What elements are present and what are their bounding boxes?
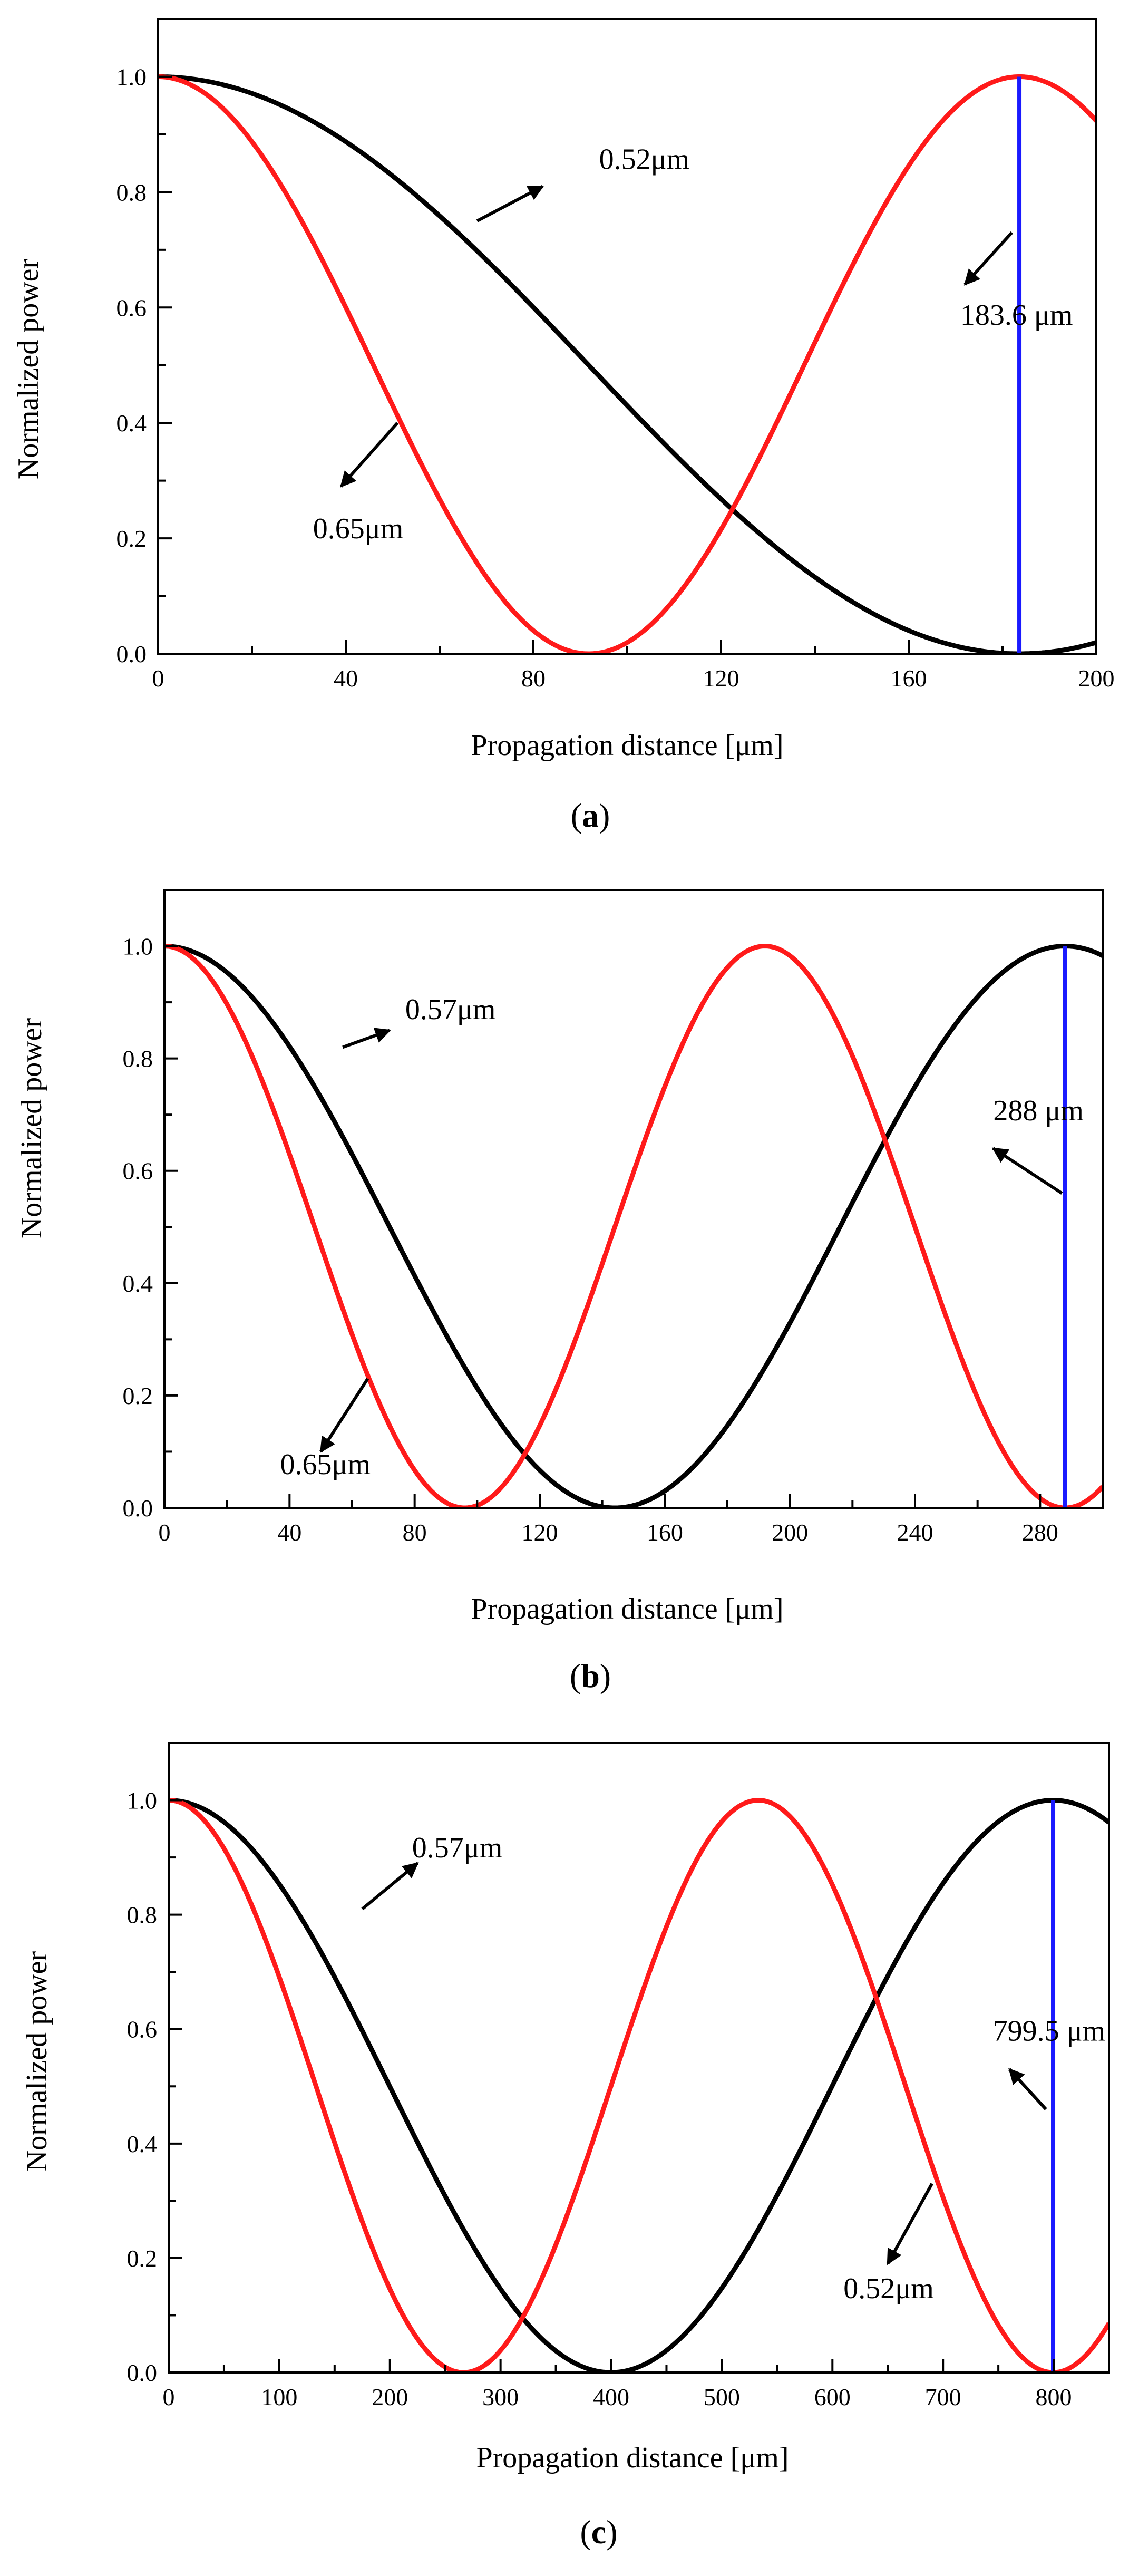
y-tick-label-c: 0.4	[127, 2130, 158, 2157]
series-line-b-1	[164, 944, 1103, 1508]
y-tick-label-b: 0.2	[123, 1382, 153, 1409]
series-line-c-1	[169, 1798, 1109, 2372]
chart-svg-b: 0 40 80 120 160 200 240 280 0.0 0.2 0.4 0.6 0.8 1.0 0.…	[15, 889, 1104, 1694]
annotation-label-c-2: 0.52μm	[843, 2272, 934, 2305]
annotation-arrow-a-2	[339, 422, 399, 488]
annotation-label-a-3: 183.6 μm	[960, 299, 1073, 332]
annotation-label-a-1: 0.52μm	[599, 143, 690, 176]
chart-svg-a: 0 40 80 120 160 200 0.0 0.2 0.4 0.6 0.8 1.0 0.52μm 0.…	[12, 18, 1115, 834]
y-tick-label-b: 0.8	[123, 1045, 153, 1072]
x-tick-label-a: 120	[703, 665, 739, 692]
annotation-arrow-b-3	[991, 1147, 1063, 1195]
y-tick-label-c: 0.8	[127, 1902, 158, 1929]
annotation-arrow-c-3	[1008, 2068, 1047, 2110]
annotation-arrow-c-2	[886, 2183, 933, 2265]
x-tick-label-c: 400	[593, 2384, 629, 2410]
y-tick-label-a: 1.0	[116, 63, 147, 90]
y-tick-label-b: 1.0	[123, 933, 153, 960]
x-tick-label-b: 120	[522, 1519, 558, 1546]
caption-letter-a: a	[582, 797, 599, 834]
series-line-b-2	[164, 944, 1103, 1508]
y-tick-label-c: 0.2	[127, 2245, 158, 2272]
annotation-arrow-b-2	[319, 1378, 369, 1453]
x-tick-label-b: 200	[772, 1519, 808, 1546]
series-line-a-1	[158, 74, 1096, 654]
annotation-arrow-c-1	[361, 1862, 419, 1911]
x-tick-label-c: 800	[1036, 2384, 1072, 2410]
caption-letter-b: b	[581, 1657, 600, 1694]
y-tick-label-c: 1.0	[127, 1787, 158, 1814]
x-tick-label-c: 0	[163, 2384, 175, 2410]
figure-caption-c: (c)	[580, 2513, 617, 2551]
x-tick-label-a: 40	[334, 665, 358, 692]
series-line-c-2	[169, 1798, 1109, 2372]
annotation-arrow-b-1	[342, 1028, 392, 1049]
y-tick-label-a: 0.6	[116, 294, 147, 321]
series-line-a-2	[158, 74, 1096, 654]
annotation-label-b-3: 288 μm	[993, 1095, 1084, 1127]
x-axis-title-a: Propagation distance [μm]	[471, 729, 784, 762]
y-axis-title-c: Normalized power	[21, 1951, 53, 2172]
y-tick-label-a: 0.0	[116, 641, 147, 667]
x-tick-label-b: 0	[159, 1519, 171, 1546]
plot-frame-c	[168, 1742, 1110, 2374]
x-tick-label-b: 280	[1022, 1519, 1058, 1546]
chart-svg-c: 0 100 200 300 400 500 600 700 800 0.0 0.2 0.4 0.6 0.8…	[21, 1742, 1110, 2551]
plot-area-c: 0 100 200 300 400 500 600 700 800 0.0 0.2 0.4 0.6 0.8…	[127, 1742, 1110, 2410]
x-tick-label-c: 600	[814, 2384, 851, 2410]
chart-panel-a: 0 40 80 120 160 200 0.0 0.2 0.4 0.6 0.8 1.0 0.52μm 0.…	[0, 0, 1129, 854]
caption-letter-c: c	[591, 2513, 606, 2551]
y-axis-title-b: Normalized power	[15, 1018, 48, 1239]
annotation-arrow-a-3	[963, 231, 1014, 286]
y-tick-label-b: 0.4	[123, 1270, 153, 1297]
plot-area-a: 0 40 80 120 160 200 0.0 0.2 0.4 0.6 0.8 1.0 0.52μm 0.…	[116, 18, 1115, 692]
annotation-label-a-2: 0.65μm	[313, 512, 404, 545]
x-tick-label-b: 80	[403, 1519, 427, 1546]
annotation-label-c-3: 799.5 μm	[993, 2015, 1106, 2047]
x-tick-label-c: 700	[925, 2384, 961, 2410]
annotation-label-c-1: 0.57μm	[412, 1832, 503, 1864]
annotation-label-b-1: 0.57μm	[405, 993, 496, 1026]
y-tick-label-b: 0.6	[123, 1158, 153, 1185]
x-tick-label-a: 200	[1078, 665, 1115, 692]
x-tick-label-a: 160	[891, 665, 927, 692]
figure-caption-a: (a)	[571, 797, 610, 834]
y-tick-label-c: 0.0	[127, 2359, 158, 2386]
y-axis-title-a: Normalized power	[12, 259, 45, 480]
x-axis-title-b: Propagation distance [μm]	[471, 1593, 784, 1625]
figure-caption-b: (b)	[570, 1657, 611, 1694]
x-tick-label-a: 0	[152, 665, 164, 692]
x-tick-label-a: 80	[521, 665, 546, 692]
annotation-label-b-2: 0.65μm	[280, 1448, 371, 1481]
x-tick-label-c: 500	[704, 2384, 740, 2410]
x-tick-label-b: 160	[647, 1519, 683, 1546]
x-tick-label-c: 100	[261, 2384, 297, 2410]
chart-panel-c: 0 100 200 300 400 500 600 700 800 0.0 0.2 0.4 0.6 0.8…	[0, 1708, 1129, 2576]
x-tick-label-c: 300	[482, 2384, 519, 2410]
y-tick-label-b: 0.0	[123, 1495, 153, 1522]
x-tick-label-b: 40	[277, 1519, 301, 1546]
x-axis-title-c: Propagation distance [μm]	[476, 2442, 789, 2474]
y-tick-label-a: 0.2	[116, 525, 147, 552]
y-tick-label-a: 0.4	[116, 410, 147, 437]
x-tick-label-b: 240	[897, 1519, 933, 1546]
y-tick-label-c: 0.6	[127, 2016, 158, 2043]
plot-frame-b	[163, 889, 1104, 1509]
y-tick-label-a: 0.8	[116, 179, 147, 206]
plot-area-b: 0 40 80 120 160 200 240 280 0.0 0.2 0.4 0.6 0.8 1.0 0.…	[123, 889, 1104, 1546]
chart-panel-b: 0 40 80 120 160 200 240 280 0.0 0.2 0.4 0.6 0.8 1.0 0.…	[0, 854, 1129, 1708]
annotation-arrow-a-1	[476, 185, 544, 222]
x-tick-label-c: 200	[372, 2384, 408, 2410]
